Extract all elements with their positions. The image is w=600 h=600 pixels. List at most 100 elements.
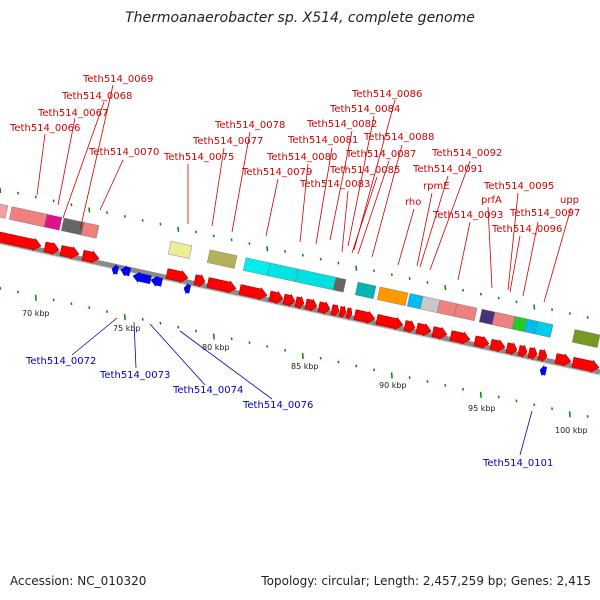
leader-line [265,178,279,237]
scale-tick [355,265,358,271]
kbp-label: 95 kbp [468,404,496,413]
leader-line [299,163,309,243]
cog-block-rect [242,257,271,276]
leader-line [351,176,378,254]
forward-gene-arrow [473,335,490,349]
gene-label: Teth514_0088 [363,132,434,143]
forward-gene-arrow [571,356,600,373]
tick-row-upper [0,187,589,319]
kbp-label: 75 kbp [113,324,141,333]
cog-block-rect [534,321,554,338]
leader-line [429,160,471,271]
leader-line [522,221,539,297]
scale-tick [479,292,482,296]
scale-tick [444,383,447,387]
scale-tick [70,203,73,207]
scale-tick [319,257,322,261]
gene-arrow-shape [206,277,237,294]
gene-label: Teth514_0070 [88,147,159,158]
cog-block-rect [436,299,458,317]
reverse-gene-arrow [183,282,192,295]
gene-label: upp [560,195,579,206]
leader-line [79,84,114,231]
scale-tick [497,395,500,399]
gene-label: rpmE [423,181,450,192]
leader-line [329,130,353,241]
forward-gene-arrow [527,346,538,361]
forward-gene-arrow [489,338,506,353]
scale-tick [462,387,465,391]
forward-gene-arrow [517,344,528,359]
tick-row-lower [0,286,589,418]
gene-arrow-shape [183,282,192,295]
reverse-gene-arrow [132,271,152,285]
gene-arrow-shape [304,298,318,312]
gene-arrow-shape [165,268,189,284]
leader-line [419,175,449,268]
gene-arrow-shape [268,290,284,305]
gene-arrow-shape [353,309,376,324]
leader-line [71,317,118,356]
leader-line [509,235,521,293]
cog-block [167,241,193,259]
cog-block-rect [0,201,9,219]
scale-tick [568,312,571,315]
gene-label: Teth514_0091 [412,164,483,175]
forward-gene-arrow [330,304,340,317]
forward-genes [0,229,600,373]
leader-line [231,131,251,233]
gene-arrow-shape [120,265,131,277]
scale-tick [34,195,37,199]
scale-tick [373,368,376,372]
scale-tick [159,222,162,226]
gene-arrow-shape [43,241,60,256]
gene-arrow-shape [150,275,163,287]
leader-line [315,147,333,245]
forward-gene-arrow [294,295,305,310]
scale-tick [533,304,536,310]
cog-block [376,286,409,306]
scale-tick [248,242,251,246]
gene-arrow-shape [0,229,42,251]
gene-arrow-shape [527,346,538,361]
forward-gene-arrow [268,290,284,305]
gene-label: Teth514_0080 [266,152,337,163]
scale-tick [141,317,144,321]
gene-label: Teth514_0087 [345,149,416,160]
forward-gene-arrow [375,314,404,330]
scale-tick [551,308,554,312]
gene-label: Teth514_0069 [82,74,153,85]
gene-arrow-shape [473,335,490,349]
kbp-label: 80 kbp [202,343,230,352]
scale-tick [586,415,589,418]
cog-block [266,262,299,282]
gene-arrow-shape [517,344,528,359]
reverse-gene-arrow [150,275,163,287]
gene-label: Teth514_0072 [25,356,96,367]
cog-block [534,321,554,338]
leader-line [99,159,124,211]
gene-arrow-shape [489,338,506,353]
leader-line [357,160,390,255]
scale-tick [141,218,144,222]
leader-line [62,101,105,219]
scale-tick [17,290,20,294]
forward-gene-arrow [206,277,237,294]
gene-label: Teth514_0075 [163,152,234,163]
forward-gene-arrow [165,268,189,284]
cog-block [571,329,600,348]
leader-line [211,147,225,227]
gene-label: Teth514_0097 [509,208,580,219]
forward-gene-arrow [193,274,206,288]
gene-arrow-shape [338,306,347,319]
scale-tick [408,376,411,379]
leader-line [519,410,533,456]
cog-block [332,277,347,293]
kbp-label: 85 kbp [291,362,319,371]
gene-label: Teth514_0084 [329,104,400,115]
gene-label: Teth514_0085 [329,165,400,176]
scale-tick [586,316,589,319]
scale-tick [177,325,180,329]
gene-arrow-shape [294,295,305,310]
figure-title: Thermoanaerobacter sp. X514, complete ge… [125,10,475,26]
